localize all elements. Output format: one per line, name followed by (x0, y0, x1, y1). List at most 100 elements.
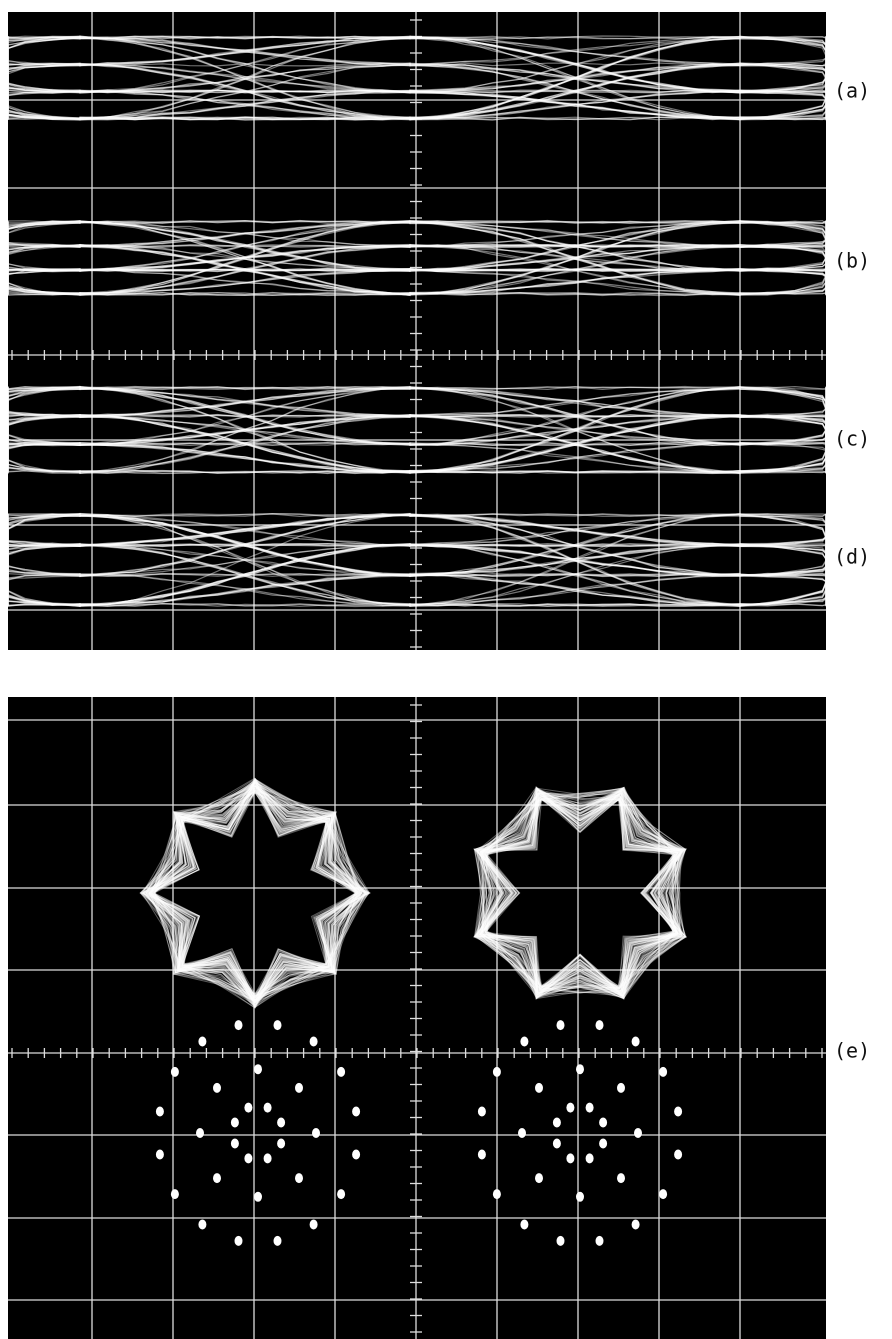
trace (7, 37, 827, 121)
trace (7, 243, 827, 272)
trace (7, 63, 827, 94)
trajectory (475, 790, 687, 999)
trajectory (141, 786, 366, 999)
trajectory (477, 787, 682, 998)
trajectory (483, 787, 684, 996)
trace (7, 36, 827, 121)
symbol-dot (295, 1082, 303, 1093)
trajectory (480, 787, 688, 992)
trace (7, 36, 827, 120)
trace (7, 37, 827, 93)
trajectory (473, 788, 679, 1000)
trajectory (480, 793, 686, 999)
trace (7, 35, 827, 120)
trajectory (152, 782, 371, 997)
trace (7, 37, 827, 121)
trace (7, 512, 827, 605)
symbol-dot (492, 1066, 501, 1077)
trace (7, 513, 827, 578)
trace (7, 542, 827, 607)
trace (7, 35, 827, 65)
symbol-dot (659, 1066, 668, 1077)
trace (7, 220, 827, 295)
symbol-dot (585, 1102, 594, 1113)
traces (7, 35, 827, 1246)
symbol-dot (337, 1189, 346, 1200)
trajectory (143, 786, 362, 999)
trace (7, 544, 827, 577)
trajectory (151, 779, 371, 1004)
trajectory (147, 785, 363, 998)
trajectory (481, 796, 687, 995)
trajectory (481, 789, 678, 1000)
trace (7, 221, 827, 297)
trace (7, 389, 827, 473)
label: (d) (834, 545, 870, 569)
trace (7, 220, 827, 273)
trace (7, 220, 827, 271)
trace (7, 89, 827, 121)
trajectory (142, 782, 357, 1004)
trajectory (142, 783, 370, 1003)
trace (7, 515, 827, 576)
trace (7, 220, 827, 272)
symbol-dot (198, 1219, 207, 1230)
trace (7, 386, 827, 446)
trace (7, 36, 827, 120)
trace (7, 35, 827, 92)
trajectory (148, 779, 363, 995)
trajectory (145, 783, 363, 1001)
trace (7, 513, 827, 607)
trajectory (145, 781, 367, 1006)
trajectory (150, 781, 367, 1000)
trajectory (139, 786, 361, 998)
trace (7, 387, 827, 472)
symbol-dot (352, 1149, 361, 1160)
trajectory (141, 782, 372, 1005)
trace (7, 513, 827, 605)
trace (7, 386, 827, 474)
trajectory (479, 789, 682, 993)
trace (7, 386, 827, 472)
trace (7, 386, 827, 446)
trajectory (151, 780, 371, 1000)
trajectory (145, 778, 361, 1002)
symbol-dot (273, 1235, 282, 1246)
trajectory (481, 786, 682, 998)
trajectory (148, 780, 357, 997)
trace (7, 513, 827, 606)
symbol-dot (566, 1102, 575, 1113)
trace (7, 220, 827, 296)
trajectory (476, 789, 682, 992)
trace (7, 387, 827, 447)
trace (7, 219, 827, 272)
trace (7, 36, 827, 120)
symbol-dot (520, 1219, 529, 1230)
trajectory (474, 789, 679, 994)
trajectory (480, 787, 688, 999)
trajectory (479, 791, 679, 998)
trace (7, 387, 827, 446)
trajectory (474, 793, 687, 1000)
trajectory (144, 780, 365, 999)
trajectory (476, 793, 682, 992)
trace (7, 513, 827, 578)
trajectory (476, 789, 685, 1000)
trace (7, 441, 827, 474)
trace (7, 513, 827, 607)
symbol-dot (277, 1138, 286, 1149)
trajectory (140, 780, 359, 1001)
symbol-dot (631, 1219, 640, 1230)
trajectory (153, 783, 362, 1001)
trace (7, 387, 827, 474)
trace (7, 386, 827, 473)
trajectory (473, 789, 679, 1000)
trace (7, 220, 827, 248)
trajectory (483, 787, 681, 997)
trajectory (481, 793, 678, 998)
trace (7, 35, 827, 120)
trace (7, 220, 827, 297)
trace (7, 63, 827, 121)
trajectory (147, 781, 361, 1002)
